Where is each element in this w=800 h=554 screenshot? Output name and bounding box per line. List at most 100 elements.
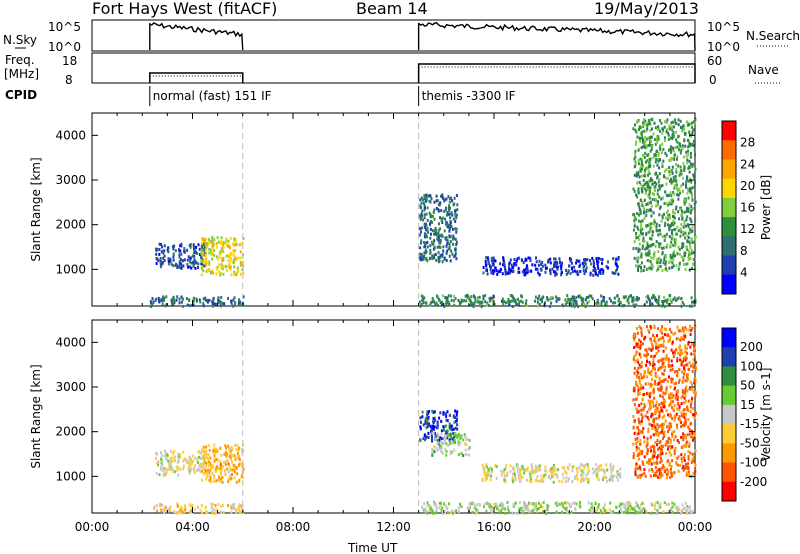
data-cell	[670, 121, 673, 125]
data-cell	[564, 501, 567, 505]
data-cell	[426, 410, 429, 414]
data-cell	[632, 187, 635, 191]
data-cell	[657, 298, 660, 302]
data-cell	[534, 506, 537, 510]
y-tick-label: 2000	[55, 218, 86, 232]
data-cell	[205, 452, 208, 456]
data-cell	[600, 294, 603, 298]
data-cell	[647, 251, 650, 255]
data-cell	[577, 294, 580, 298]
data-cell	[602, 296, 605, 299]
data-cell	[632, 127, 635, 131]
data-cell	[692, 413, 695, 417]
data-cell	[238, 458, 241, 462]
data-cell	[224, 241, 227, 245]
data-cell	[172, 297, 175, 301]
data-cell	[161, 302, 164, 306]
data-cell	[648, 136, 651, 140]
data-cell	[222, 257, 225, 261]
data-cell	[586, 471, 589, 475]
data-cell	[440, 219, 443, 222]
data-cell	[504, 269, 507, 273]
data-cell	[690, 248, 693, 252]
data-cell	[460, 505, 463, 509]
data-cell	[669, 402, 672, 406]
data-cell	[213, 302, 216, 306]
data-cell	[649, 208, 652, 211]
data-cell	[431, 508, 434, 512]
data-cell	[642, 179, 645, 182]
data-cell	[165, 468, 168, 472]
data-cell	[680, 172, 683, 176]
data-cell	[443, 428, 445, 432]
data-cell	[640, 130, 643, 134]
data-cell	[536, 474, 539, 478]
data-cell	[160, 243, 163, 246]
data-cell	[435, 194, 438, 198]
data-cell	[688, 268, 691, 272]
data-cell	[228, 265, 231, 269]
data-cell	[224, 460, 227, 464]
data-cell	[662, 361, 665, 365]
data-cell	[214, 450, 217, 454]
data-cell	[687, 153, 690, 157]
data-cell	[208, 471, 211, 475]
data-cell	[666, 468, 669, 472]
data-cell	[641, 417, 643, 421]
data-cell	[692, 173, 695, 177]
data-cell	[466, 506, 469, 510]
data-cell	[669, 191, 672, 195]
data-cell	[691, 432, 694, 435]
data-cell	[440, 501, 442, 505]
data-cell	[656, 261, 659, 265]
data-cell	[215, 479, 218, 483]
data-cell	[659, 460, 662, 464]
data-cell	[643, 172, 646, 175]
data-cell	[691, 198, 694, 202]
data-cell	[167, 246, 170, 250]
data-cell	[648, 208, 651, 212]
data-cell	[657, 468, 660, 472]
data-cell	[428, 199, 431, 203]
data-cell	[664, 419, 667, 423]
data-cell	[672, 252, 675, 256]
data-cell	[466, 437, 469, 441]
data-cell	[634, 419, 636, 423]
data-cell	[216, 448, 219, 452]
data-cell	[228, 454, 231, 458]
data-cell	[688, 123, 691, 126]
data-cell	[452, 427, 455, 431]
data-cell	[193, 258, 196, 262]
data-cell	[651, 303, 654, 307]
data-cell	[686, 505, 689, 508]
data-cell	[522, 505, 525, 509]
data-cell	[446, 300, 449, 304]
data-cell	[649, 392, 652, 396]
data-cell	[649, 446, 652, 450]
data-cell	[676, 426, 679, 430]
data-cell	[660, 380, 663, 383]
data-cell	[558, 479, 561, 483]
data-cell	[688, 511, 691, 515]
data-cell	[211, 300, 214, 304]
data-cell	[549, 261, 552, 265]
data-cell	[653, 363, 656, 366]
data-cell	[448, 245, 451, 249]
data-cell	[674, 370, 676, 374]
data-cell	[211, 511, 214, 515]
data-cell	[687, 231, 690, 235]
data-cell	[661, 473, 664, 477]
data-cell	[651, 455, 654, 459]
colorbar-tick-label: 15	[740, 398, 755, 412]
data-cell	[659, 261, 662, 265]
nsky-tick-bottom: 10^0	[48, 40, 81, 54]
data-cell	[639, 474, 642, 478]
data-cell	[216, 478, 219, 482]
data-cell	[448, 204, 450, 208]
data-cell	[220, 236, 223, 240]
data-cell	[451, 252, 454, 256]
data-cell	[578, 466, 581, 470]
data-cell	[650, 511, 653, 515]
data-cell	[599, 269, 601, 273]
data-cell	[229, 474, 232, 478]
